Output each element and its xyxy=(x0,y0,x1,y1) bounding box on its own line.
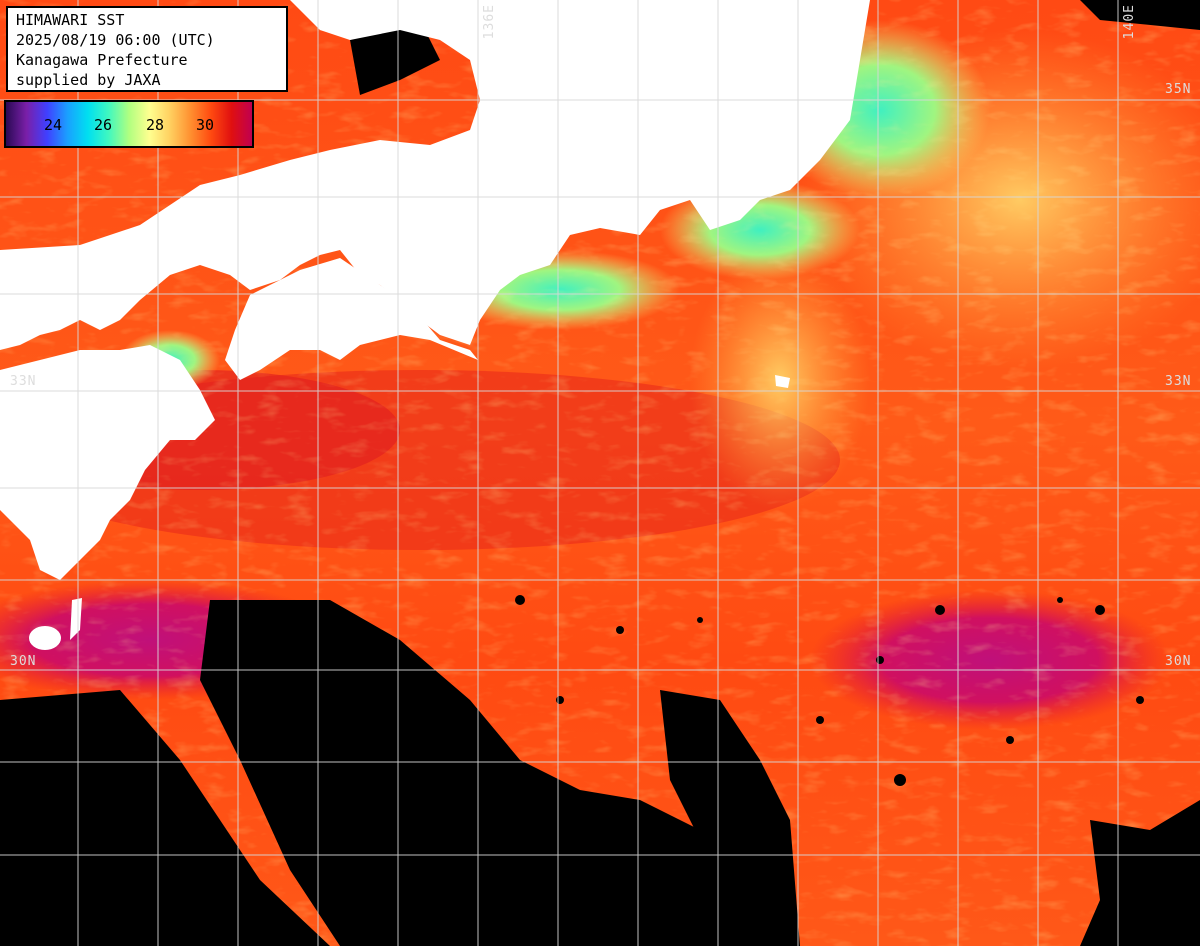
lat-label-30n-left: 30N xyxy=(10,654,37,669)
colorbar-tick-24: 24 xyxy=(44,116,63,134)
tanegashima xyxy=(70,598,82,640)
colorbar-tick-26: 26 xyxy=(94,116,113,134)
map-datetime: 2025/08/19 06:00 (UTC) xyxy=(16,31,215,49)
izu-island xyxy=(775,375,790,388)
lon-label-140e: 140E xyxy=(1122,4,1137,40)
lon-label-136e: 136E xyxy=(482,4,497,40)
lat-label-33n-right: 33N xyxy=(1165,374,1192,389)
shikoku xyxy=(225,258,478,380)
colorbar-tick-28: 28 xyxy=(146,116,165,134)
info-box: HIMAWARI SST 2025/08/19 06:00 (UTC) Kana… xyxy=(6,6,288,92)
lat-label-33n-left: 33N xyxy=(10,374,37,389)
kyushu xyxy=(0,345,215,580)
land-mask xyxy=(0,0,870,650)
lat-label-30n-right: 30N xyxy=(1165,654,1192,669)
lat-label-35n-right: 35N xyxy=(1165,82,1192,97)
sst-colorbar: 24 26 28 30 xyxy=(4,100,254,148)
honshu-landmass xyxy=(0,0,870,350)
colorbar-tick-30: 30 xyxy=(196,116,215,134)
map-title: HIMAWARI SST xyxy=(16,11,125,29)
map-credit: supplied by JAXA xyxy=(16,71,161,89)
map-region: Kanagawa Prefecture xyxy=(16,51,188,69)
yakushima xyxy=(29,626,61,650)
